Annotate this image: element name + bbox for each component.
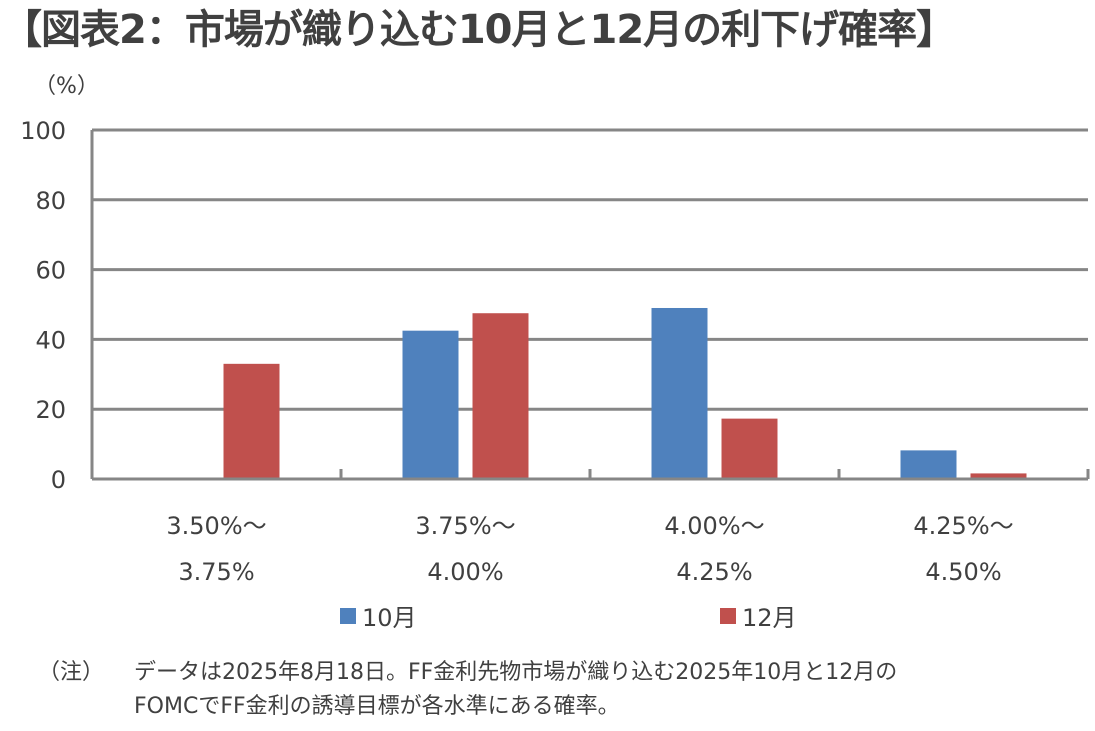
y-tick-label: 20 <box>35 396 66 424</box>
x-tick-label: 4.00% <box>427 558 503 586</box>
legend-item-series-1: 10月 <box>340 598 417 633</box>
y-tick-label: 80 <box>35 187 66 215</box>
bar-1-2 <box>402 330 459 479</box>
legend-item-series-2: 12月 <box>720 598 797 633</box>
footnote-line-1: データは2025年8月18日。FF金利先物市場が織り込む2025年10月と12月… <box>134 660 898 685</box>
y-tick-labels: 0 20 40 60 80 100 <box>20 117 66 494</box>
legend-swatch-series-1 <box>340 607 356 624</box>
y-tick-label: 40 <box>35 326 66 354</box>
chart-title: 【図表2：市場が織り込む10月と12月の利下げ確率】 <box>2 7 956 53</box>
y-tick-label: 100 <box>20 117 66 145</box>
bar-1-4 <box>900 450 957 479</box>
chart-legend: 10月 12月 <box>0 598 1095 634</box>
footnote-line-2: FOMCでFF金利の誘導目標が各水準にある確率。 <box>134 694 620 719</box>
bar-chart: 0 20 40 60 80 100 3.50%～ 3.75% 3.75%～ 4.00% 4.00%… <box>20 117 1090 586</box>
x-tick-label: 4.00%～ <box>664 512 764 540</box>
y-tick-label: 60 <box>35 257 66 285</box>
footnote-label: （注） <box>38 660 105 685</box>
bar-2-1 <box>223 363 280 479</box>
y-axis-unit-label: （%） <box>34 74 99 99</box>
y-tick-label: 0 <box>51 466 66 494</box>
x-tick-label: 4.50% <box>925 558 1001 586</box>
bar-2-3 <box>721 418 778 479</box>
x-tick-label: 3.75%～ <box>415 512 515 540</box>
x-tick-label: 4.25% <box>676 558 752 586</box>
bar-1-3 <box>651 307 708 479</box>
x-tick-labels: 3.50%～ 3.75% 3.75%～ 4.00% 4.00%～ 4.25% 4.25%～ 4… <box>166 512 1013 586</box>
footnote-text: データは2025年8月18日。FF金利先物市場が織り込む2025年10月と12月… <box>134 656 1054 724</box>
legend-swatch-series-2 <box>720 607 736 624</box>
x-tick-label: 3.50%～ <box>166 512 266 540</box>
bar-2-4 <box>970 473 1027 479</box>
x-tick-label: 4.25%～ <box>913 512 1013 540</box>
bars <box>92 307 1088 481</box>
legend-label-series-2: 12月 <box>742 604 797 632</box>
axes <box>90 130 1090 481</box>
x-tick-label: 3.75% <box>178 558 254 586</box>
bar-2-2 <box>472 313 529 479</box>
legend-label-series-1: 10月 <box>362 604 417 632</box>
